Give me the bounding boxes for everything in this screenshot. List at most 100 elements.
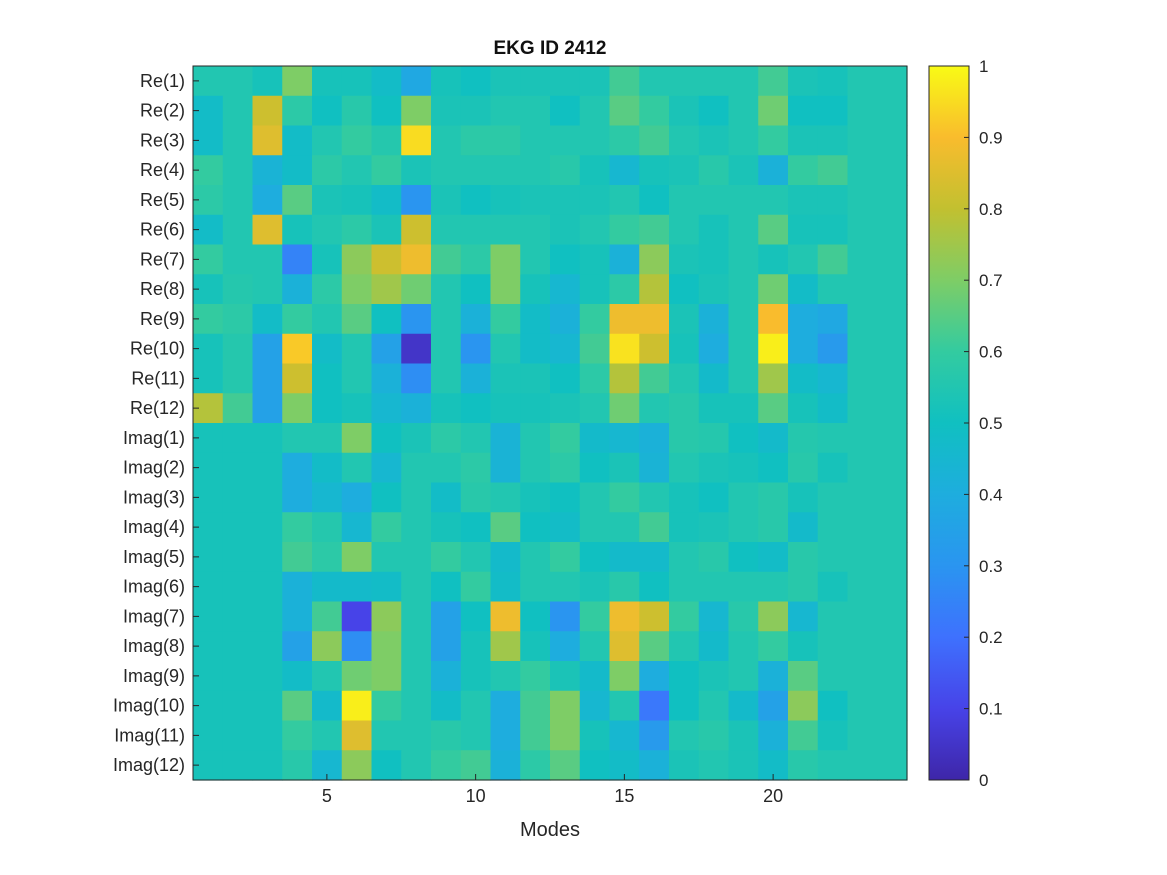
heatmap-cell: [639, 363, 670, 394]
heatmap-cell: [341, 720, 373, 751]
heatmap-cell: [490, 214, 521, 246]
heatmap-cell: [520, 750, 551, 781]
heatmap-cell: [341, 363, 373, 394]
heatmap-cell: [788, 304, 819, 335]
heatmap-cell: [847, 363, 878, 394]
heatmap-cell: [282, 512, 313, 543]
heatmap-cell: [460, 155, 492, 186]
heatmap-cell: [847, 125, 878, 156]
heatmap-cell: [371, 482, 402, 513]
heatmap-cell: [401, 363, 432, 394]
heatmap-cell: [758, 185, 789, 216]
heatmap-cell: [698, 661, 730, 692]
heatmap-cell: [222, 750, 254, 781]
y-tick-label: Imag(8): [123, 636, 185, 656]
heatmap-cell: [222, 66, 254, 97]
heatmap-cell: [609, 333, 640, 365]
heatmap-cell: [312, 185, 343, 216]
heatmap-cell: [401, 482, 432, 513]
heatmap-cell: [341, 452, 373, 484]
y-tick-label: Re(11): [131, 368, 185, 388]
heatmap-cell: [550, 333, 581, 365]
heatmap-cell: [252, 393, 283, 424]
heatmap-cell: [490, 155, 521, 186]
heatmap-cell: [222, 274, 254, 305]
heatmap-cell: [282, 690, 313, 722]
heatmap-cell: [252, 95, 283, 127]
heatmap-cell: [609, 452, 640, 484]
heatmap-cell: [639, 542, 670, 573]
heatmap-cell: [877, 690, 908, 722]
heatmap-cell: [698, 244, 730, 275]
heatmap-cell: [817, 661, 849, 692]
heatmap-cell: [639, 304, 670, 335]
heatmap-cell: [669, 512, 700, 543]
heatmap-cell: [669, 274, 700, 305]
heatmap-cell: [817, 423, 849, 454]
heatmap-cell: [222, 542, 254, 573]
heatmap-cell: [371, 750, 402, 781]
heatmap-cell: [728, 452, 759, 484]
heatmap-cell: [639, 631, 670, 662]
heatmap-cell: [579, 631, 611, 662]
heatmap-cell: [698, 452, 730, 484]
heatmap-cell: [788, 214, 819, 246]
heatmap-cell: [490, 244, 521, 275]
heatmap-cell: [609, 720, 640, 751]
heatmap-cell: [371, 214, 402, 246]
heatmap-cell: [252, 244, 283, 275]
heatmap-cell: [639, 482, 670, 513]
heatmap-cell: [788, 661, 819, 692]
heatmap-cell: [460, 482, 492, 513]
heatmap-cell: [669, 631, 700, 662]
y-tick-label: Re(3): [140, 130, 185, 150]
heatmap-cell: [609, 363, 640, 394]
heatmap-cell: [698, 571, 730, 603]
y-tick-label: Re(9): [140, 309, 185, 329]
heatmap-cell: [431, 571, 462, 603]
heatmap-cell: [520, 393, 551, 424]
heatmap-cell: [609, 661, 640, 692]
heatmap-cell: [788, 125, 819, 156]
y-tick-label: Re(5): [140, 190, 185, 210]
heatmap-cell: [847, 750, 878, 781]
heatmap-cell: [520, 95, 551, 127]
heatmap-cell: [431, 750, 462, 781]
heatmap-cell: [431, 155, 462, 186]
heatmap-cell: [222, 720, 254, 751]
heatmap-cell: [609, 601, 640, 632]
heatmap-cell: [490, 601, 521, 632]
heatmap-cell: [669, 95, 700, 127]
heatmap-cell: [847, 214, 878, 246]
y-tick-label: Re(6): [140, 220, 185, 240]
heatmap-cell: [788, 601, 819, 632]
heatmap-cell: [579, 214, 611, 246]
heatmap-cell: [639, 571, 670, 603]
heatmap-cell: [847, 512, 878, 543]
heatmap-cell: [312, 571, 343, 603]
heatmap-cell: [788, 571, 819, 603]
heatmap-cell: [609, 423, 640, 454]
heatmap-cell: [579, 512, 611, 543]
heatmap-cell: [609, 214, 640, 246]
heatmap-cell: [252, 363, 283, 394]
heatmap-cell: [758, 274, 789, 305]
heatmap-cell: [788, 244, 819, 275]
x-tick-label: 5: [322, 786, 332, 806]
heatmap-cell: [252, 661, 283, 692]
heatmap-cell: [877, 542, 908, 573]
heatmap-cell: [222, 333, 254, 365]
heatmap-cell: [550, 661, 581, 692]
heatmap-cell: [401, 95, 432, 127]
heatmap-cell: [490, 274, 521, 305]
heatmap-cell: [639, 66, 670, 97]
heatmap-cell: [669, 66, 700, 97]
heatmap-cell: [520, 661, 551, 692]
heatmap-cell: [609, 482, 640, 513]
heatmap-cell: [550, 750, 581, 781]
heatmap-cell: [550, 274, 581, 305]
heatmap-cell: [252, 720, 283, 751]
heatmap-cell: [460, 423, 492, 454]
heatmap-cell: [222, 482, 254, 513]
heatmap-cell: [431, 661, 462, 692]
